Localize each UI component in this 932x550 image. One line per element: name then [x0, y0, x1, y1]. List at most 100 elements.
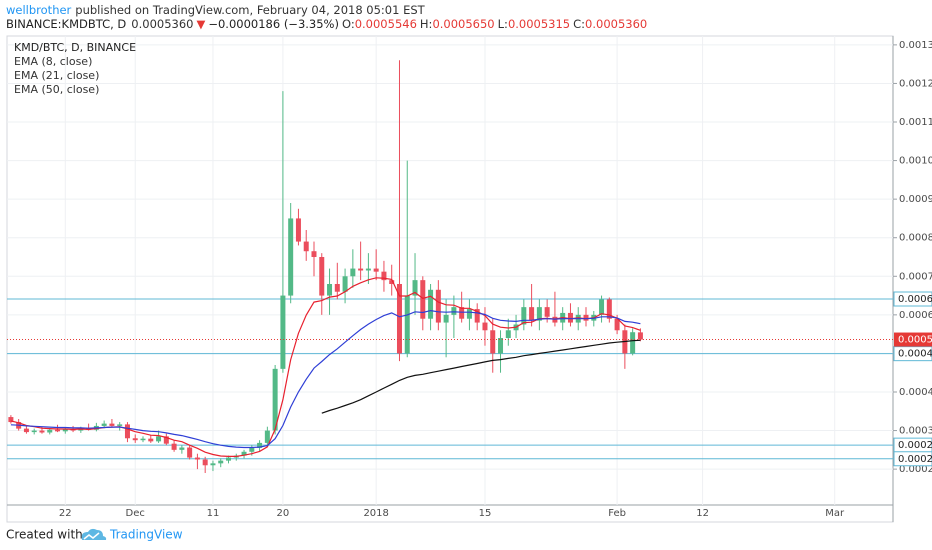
candle-body [140, 438, 146, 441]
candle-body [23, 428, 29, 433]
legend-entry: EMA (21, close) [14, 69, 99, 82]
candle-body [536, 307, 542, 321]
y-tick-label: 0.0011000 [899, 117, 932, 128]
arrow: ▼ [196, 17, 205, 31]
level-label: 0.0006411 [898, 294, 932, 305]
candle-body [443, 314, 449, 323]
candle-body [249, 447, 255, 452]
level-label: 0.0004994 [898, 349, 932, 360]
candle-body [55, 429, 61, 432]
y-tick-label: 0.0007000 [899, 271, 932, 282]
candle-body [179, 447, 185, 450]
y-tick-label: 0.0004000 [899, 387, 932, 398]
logo-line [83, 532, 100, 540]
y-tick-label: 0.0006000 [899, 310, 932, 321]
candle-body [614, 318, 620, 331]
o: 0.0005546 [355, 17, 417, 31]
legend-entry: EMA (8, close) [14, 55, 92, 68]
candle-body [365, 268, 371, 271]
x-tick-label: 11 [207, 508, 220, 519]
candle-body [311, 251, 317, 258]
x-tick-label: Mar [825, 508, 845, 519]
candle-body [218, 460, 224, 464]
candle-body [187, 447, 193, 458]
ema-line [321, 339, 641, 414]
candle-body [459, 307, 465, 319]
candle-body [39, 430, 45, 433]
candle-body [404, 295, 410, 354]
last-price-label: 0.0005360 [898, 335, 932, 346]
legend-symbol: KMD/BTC, D, BINANCE [14, 41, 136, 54]
candle-body [599, 299, 605, 315]
candle-body [272, 368, 278, 431]
candle-body [47, 429, 53, 433]
candle-body [124, 424, 130, 439]
candle-body [156, 436, 162, 442]
candle-body [210, 463, 216, 466]
level-tag [893, 346, 932, 362]
candle-body [350, 268, 356, 277]
candle-body [62, 429, 68, 432]
c: 0.0005360 [585, 17, 647, 31]
candle-body [529, 307, 535, 321]
change: −0.0000186 (−3.35%) [208, 17, 339, 31]
candle-body [381, 271, 387, 281]
y-tick-label: 0.0009000 [899, 194, 932, 205]
y-tick-label: 0.0003000 [899, 426, 932, 437]
candle-body [241, 451, 247, 456]
last: 0.0005360 [131, 17, 193, 31]
candle-body [101, 423, 107, 426]
candle-body [466, 309, 472, 319]
publish-line: wellbrother published on TradingView.com,… [6, 3, 426, 17]
legend: KMD/BTC, D, BINANCE EMA (8, close) EMA (… [14, 41, 136, 96]
level-tag [893, 451, 932, 467]
quote-line: BINANCE:KMDBTC, D 0.0005360 ▼ −0.0000186 (−… [6, 17, 647, 31]
candle-body [295, 218, 301, 242]
candle-body [606, 299, 612, 319]
x-tick-label: 2018 [363, 508, 388, 519]
l-label: L: [498, 17, 508, 31]
candle-body [264, 430, 270, 443]
candle-body [334, 283, 340, 292]
level-label: 0.0002269 [898, 454, 932, 465]
x-tick-label: 22 [59, 508, 72, 519]
footer-brand[interactable]: TradingView [109, 528, 183, 542]
level-tag [893, 291, 932, 307]
y-tick-label: 0.0013000 [899, 40, 932, 51]
o-label: O: [342, 17, 355, 31]
candle-body [132, 438, 138, 441]
level-label: 0.0002622 [898, 440, 932, 451]
candle-body [202, 459, 208, 466]
candle-body [435, 289, 441, 323]
candle-body [412, 280, 418, 296]
footer-created: Created with [6, 528, 83, 542]
y-tick-label: 0.0008000 [899, 233, 932, 244]
candle-body [117, 424, 123, 426]
candle-body [148, 438, 154, 442]
legend-entry: EMA (50, close) [14, 83, 99, 96]
candle-body [319, 257, 325, 296]
candle-body [327, 283, 333, 296]
candle-body [521, 307, 527, 325]
candle-body [482, 322, 488, 331]
x-tick-label: 20 [277, 508, 290, 519]
l: 0.0005315 [508, 17, 570, 31]
tradingview-logo[interactable] [81, 528, 107, 540]
candle-body [280, 295, 286, 369]
candle-body [8, 417, 14, 423]
candle-body [109, 423, 115, 426]
candle-body [288, 218, 294, 296]
x-tick-label: 12 [696, 508, 709, 519]
candle-body [303, 241, 309, 252]
candle-body [194, 457, 200, 460]
last-price-tag [894, 332, 932, 347]
symbol: BINANCE:KMDBTC, D [6, 17, 126, 31]
candle-body [389, 280, 395, 284]
y-tick-label: 0.0012000 [899, 78, 932, 89]
candle-body [630, 332, 636, 354]
candle-body [637, 332, 643, 340]
author[interactable]: wellbrother [6, 3, 72, 17]
published: published on TradingView.com, February 0… [75, 3, 425, 17]
